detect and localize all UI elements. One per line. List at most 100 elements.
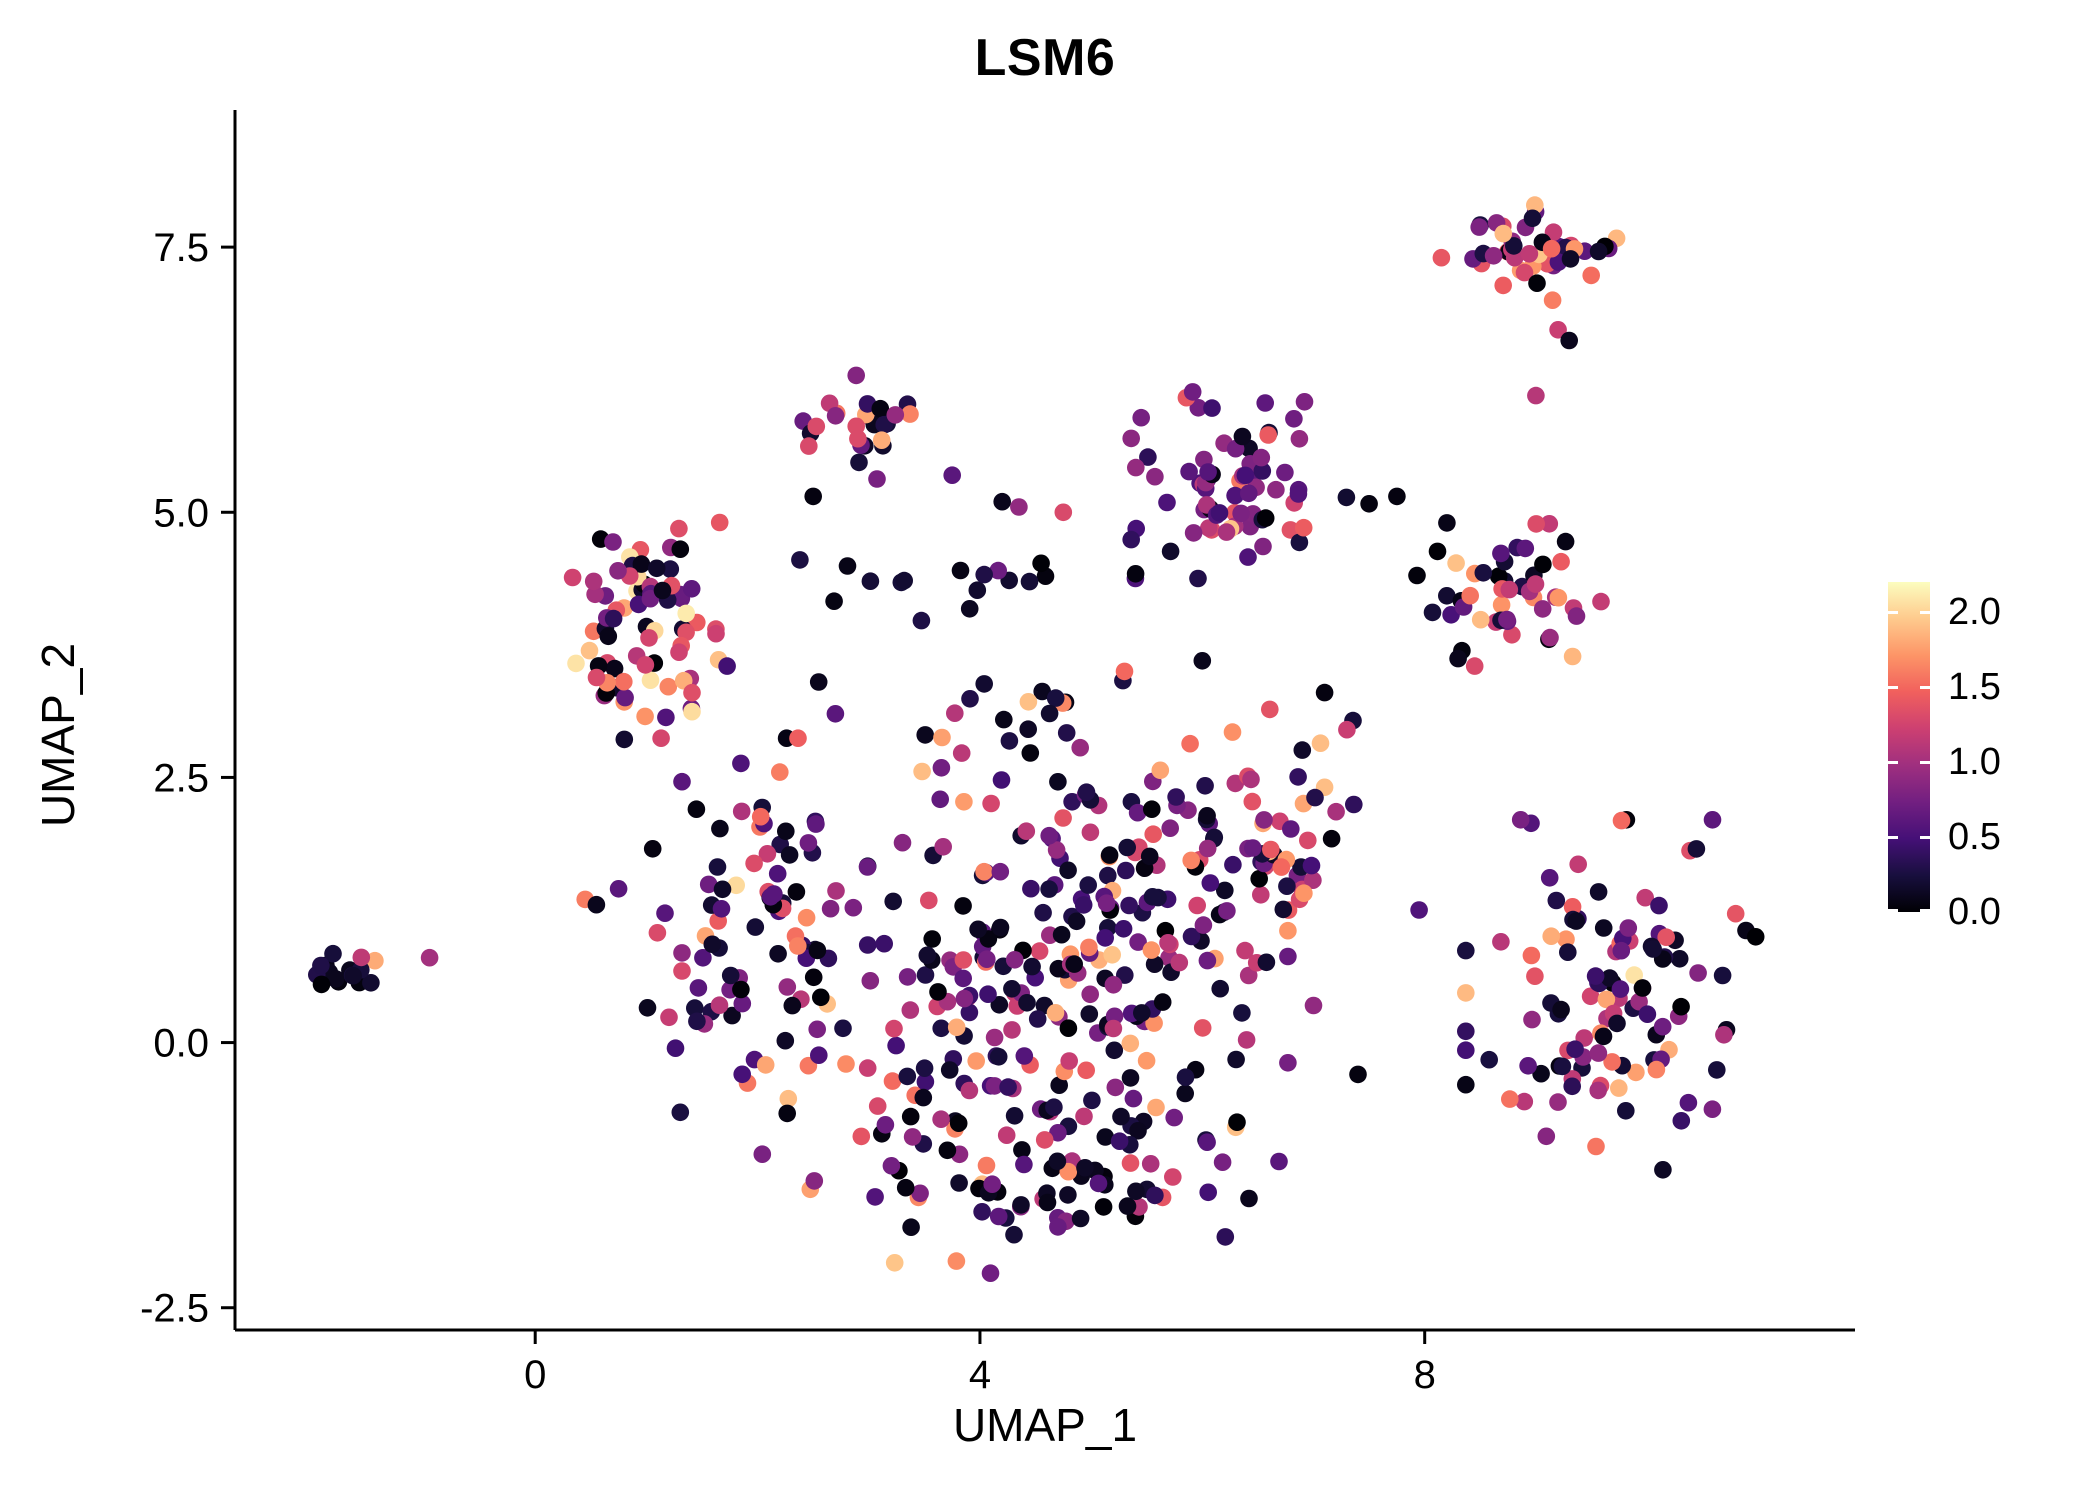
data-point xyxy=(1259,426,1277,444)
data-point xyxy=(1293,741,1312,759)
data-point xyxy=(950,1174,968,1192)
data-point xyxy=(1129,933,1147,951)
data-point xyxy=(1279,947,1297,966)
data-point xyxy=(1541,628,1559,647)
data-point xyxy=(1228,1113,1246,1131)
data-point xyxy=(916,1073,935,1091)
data-point xyxy=(1243,792,1262,811)
data-point xyxy=(1188,896,1206,915)
data-point xyxy=(1278,877,1296,895)
data-point xyxy=(1294,518,1313,537)
data-point xyxy=(671,540,690,558)
data-point xyxy=(1210,504,1229,522)
data-point xyxy=(1199,463,1217,481)
data-point xyxy=(1118,838,1136,857)
data-point xyxy=(1589,242,1608,261)
data-point xyxy=(1498,610,1516,629)
data-point xyxy=(1457,1022,1475,1041)
data-point xyxy=(1005,951,1024,969)
data-point xyxy=(1552,1000,1570,1019)
data-point xyxy=(799,834,818,852)
data-point xyxy=(911,1184,929,1203)
data-point xyxy=(931,790,949,809)
data-point xyxy=(1410,901,1428,919)
y-tick-label: -2.5 xyxy=(140,1287,209,1331)
data-point xyxy=(1019,693,1038,711)
data-point xyxy=(1164,1168,1182,1186)
data-point xyxy=(1703,1100,1722,1118)
data-point xyxy=(718,657,736,675)
data-point xyxy=(1240,1189,1258,1208)
data-point xyxy=(1083,1091,1101,1110)
data-point xyxy=(616,688,634,707)
data-point xyxy=(1338,720,1356,739)
data-point xyxy=(1143,888,1162,906)
data-point xyxy=(1519,1057,1537,1075)
data-point xyxy=(1457,984,1475,1002)
data-point xyxy=(604,533,622,551)
data-point xyxy=(1567,607,1586,625)
data-point xyxy=(666,1039,685,1057)
data-point xyxy=(326,970,345,988)
data-point xyxy=(791,551,809,569)
data-point xyxy=(636,707,654,726)
data-point xyxy=(1165,1108,1183,1127)
data-point xyxy=(656,904,674,922)
data-point xyxy=(810,1046,828,1064)
data-point xyxy=(1059,861,1077,880)
data-point xyxy=(1619,919,1638,937)
data-point xyxy=(985,1077,1004,1095)
data-point xyxy=(1337,488,1356,507)
data-point xyxy=(1511,811,1530,829)
data-point xyxy=(1322,829,1341,848)
data-point xyxy=(1216,1228,1235,1246)
data-point xyxy=(670,519,688,538)
data-point xyxy=(1428,542,1447,561)
data-point xyxy=(1492,933,1510,951)
data-point xyxy=(1184,524,1203,542)
data-point xyxy=(615,730,634,749)
data-point xyxy=(861,572,880,590)
data-point xyxy=(1120,896,1138,915)
data-point xyxy=(1049,1218,1067,1236)
data-point xyxy=(1047,841,1066,859)
data-point xyxy=(1523,209,1542,228)
data-point xyxy=(732,980,750,999)
data-point xyxy=(995,710,1013,729)
data-point xyxy=(710,513,729,532)
data-point xyxy=(1118,1197,1137,1215)
data-point xyxy=(1237,1031,1256,1049)
data-point xyxy=(1289,485,1308,503)
data-point xyxy=(1515,263,1534,282)
data-point xyxy=(896,1178,915,1197)
data-point xyxy=(893,833,912,852)
data-point xyxy=(1289,768,1307,786)
data-point xyxy=(826,407,845,425)
data-point xyxy=(915,1059,934,1077)
data-point xyxy=(883,1072,902,1090)
data-point xyxy=(1500,580,1519,599)
data-point xyxy=(1611,980,1630,998)
data-point xyxy=(979,985,997,1003)
data-point xyxy=(1285,410,1303,428)
scatter-points xyxy=(308,196,1765,1282)
data-point xyxy=(324,944,342,963)
data-point xyxy=(913,762,931,781)
data-point xyxy=(1533,600,1552,618)
data-point xyxy=(673,772,691,791)
data-point xyxy=(1032,554,1050,573)
data-point xyxy=(808,1020,826,1039)
data-point xyxy=(951,561,970,580)
data-point xyxy=(808,941,827,960)
data-point xyxy=(916,726,934,744)
x-tick-label: 8 xyxy=(1414,1353,1436,1397)
data-point xyxy=(1121,1154,1140,1172)
x-tick-label: 4 xyxy=(969,1353,991,1397)
data-point xyxy=(1097,894,1116,912)
data-point xyxy=(868,1097,887,1115)
data-point xyxy=(713,880,732,899)
data-point xyxy=(1534,555,1552,574)
data-point xyxy=(1299,831,1317,850)
data-point xyxy=(1015,1155,1033,1174)
data-point xyxy=(1232,504,1250,523)
